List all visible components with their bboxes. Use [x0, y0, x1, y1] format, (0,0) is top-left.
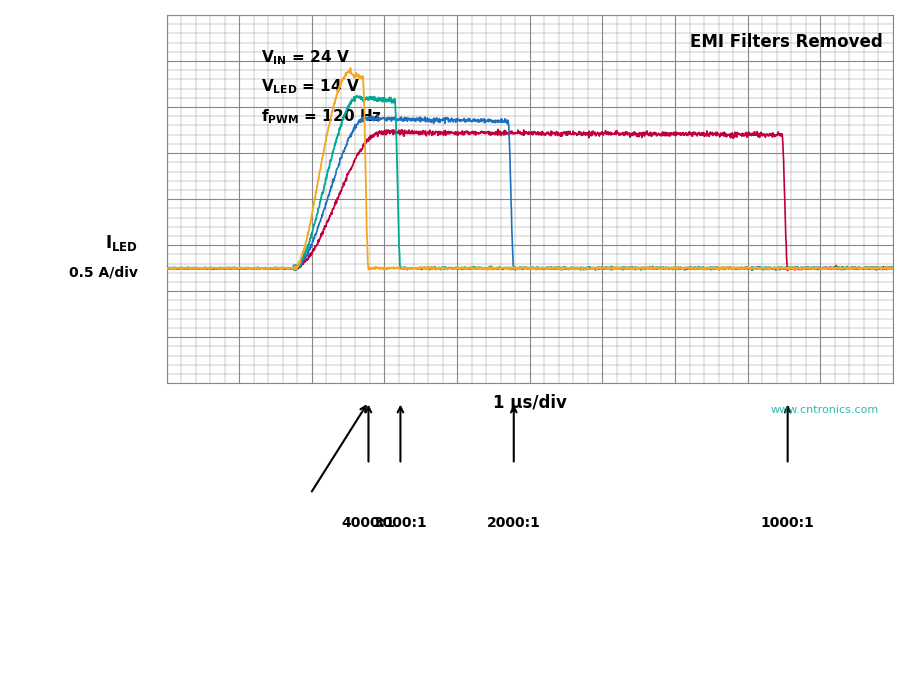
Text: 3000:1: 3000:1 — [373, 516, 428, 530]
Text: $\mathbf{V_{LED}}$ = 14 V: $\mathbf{V_{LED}}$ = 14 V — [261, 77, 360, 96]
Text: 4000:1: 4000:1 — [341, 516, 395, 530]
Text: 0.5 A/div: 0.5 A/div — [69, 266, 137, 280]
Text: $\mathbf{f_{PWM}}$ = 120 Hz: $\mathbf{f_{PWM}}$ = 120 Hz — [261, 107, 382, 126]
Text: EMI Filters Removed: EMI Filters Removed — [689, 34, 883, 51]
Text: www.cntronics.com: www.cntronics.com — [770, 406, 878, 415]
X-axis label: 1 μs/div: 1 μs/div — [493, 394, 567, 412]
Text: 1000:1: 1000:1 — [761, 516, 814, 530]
Text: $\mathbf{I_{LED}}$: $\mathbf{I_{LED}}$ — [104, 233, 137, 253]
Text: $\mathbf{V_{IN}}$ = 24 V: $\mathbf{V_{IN}}$ = 24 V — [261, 48, 350, 67]
Text: 2000:1: 2000:1 — [487, 516, 540, 530]
